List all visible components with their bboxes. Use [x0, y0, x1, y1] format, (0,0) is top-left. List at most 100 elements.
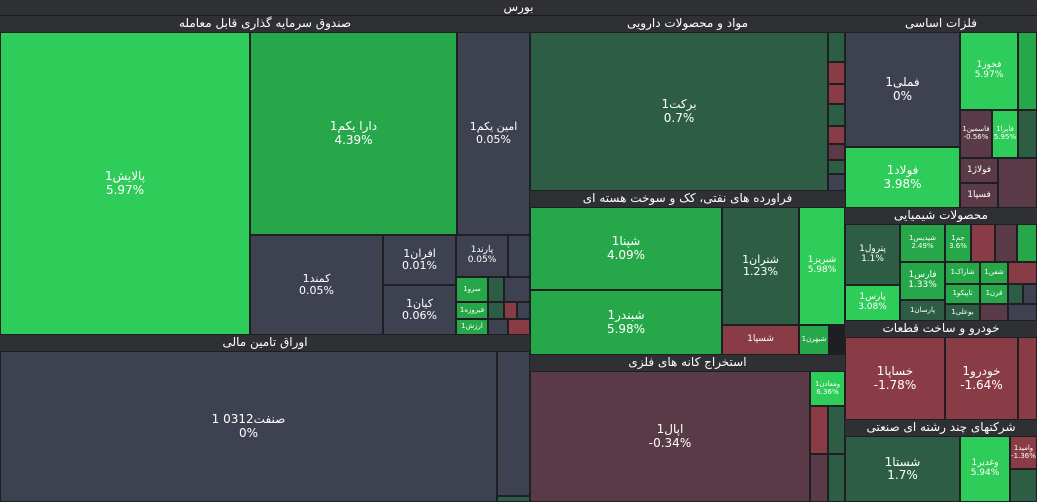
- stock-tile[interactable]: فولاد1 3.98%: [845, 147, 960, 208]
- stock-tile-small[interactable]: [828, 126, 845, 144]
- stock-tile[interactable]: دارا یکم1 4.39%: [250, 32, 457, 235]
- stock-tile[interactable]: شبندر1 5.98%: [530, 290, 722, 355]
- stock-tile[interactable]: سرو1: [456, 277, 488, 302]
- stock-symbol: وامید1: [1013, 443, 1034, 452]
- stock-tile[interactable]: خودرو1 -1.64%: [945, 337, 1018, 420]
- stock-tile-small[interactable]: [971, 224, 995, 262]
- stock-tile-small[interactable]: [828, 454, 845, 502]
- stock-tile[interactable]: پترول1 1.1%: [845, 224, 900, 285]
- stock-tile-small[interactable]: [488, 302, 504, 319]
- stock-tile[interactable]: فاسمین1 -0.56%: [960, 110, 992, 158]
- stock-symbol: پارسان1: [909, 305, 936, 314]
- stock-tile[interactable]: خساپا1 -1.78%: [845, 337, 945, 420]
- stock-tile[interactable]: فایرا1 5.95%: [992, 110, 1018, 158]
- stock-symbol: پارند1: [470, 245, 494, 256]
- stock-tile[interactable]: صنفت0312 1 0%: [0, 351, 497, 502]
- stock-tile-small[interactable]: [998, 158, 1037, 208]
- stock-symbol: وغدیر1: [971, 458, 999, 469]
- stock-tile[interactable]: شاراک1: [945, 262, 980, 284]
- stock-tile[interactable]: تاپیکو1: [945, 284, 980, 304]
- stock-tile[interactable]: وغدیر1 5.94%: [960, 436, 1010, 502]
- stock-tile-small[interactable]: [488, 319, 508, 335]
- stock-tile[interactable]: پارس1 3.08%: [845, 285, 900, 321]
- stock-tile-small[interactable]: [828, 144, 845, 160]
- stock-tile-small[interactable]: [828, 406, 845, 454]
- stock-tile[interactable]: برکت1 0.7%: [530, 32, 828, 191]
- stock-change: 1.7%: [887, 468, 918, 482]
- stock-tile[interactable]: کمند1 0.05%: [250, 235, 383, 335]
- stock-tile-small[interactable]: [828, 32, 845, 62]
- stock-tile[interactable]: فولاژ1: [960, 158, 998, 183]
- stock-tile[interactable]: ارزش1: [456, 319, 488, 335]
- stock-tile-small[interactable]: [517, 302, 530, 319]
- stock-tile[interactable]: بوعلی1: [945, 304, 980, 321]
- stock-tile-small[interactable]: [810, 454, 828, 502]
- stock-symbol: فملی1: [885, 75, 920, 90]
- stock-tile-small[interactable]: [1018, 337, 1037, 420]
- stock-tile[interactable]: پالایش1 5.97%: [0, 32, 250, 335]
- stock-change: -1.78%: [873, 377, 917, 392]
- stock-tile-small[interactable]: [497, 496, 530, 502]
- stock-tile-small[interactable]: [828, 84, 845, 104]
- stock-tile[interactable]: اپال1 -0.34%: [530, 371, 810, 502]
- stock-tile-small[interactable]: [504, 302, 517, 319]
- stock-tile-small[interactable]: [488, 277, 504, 302]
- stock-tile-small[interactable]: [1018, 32, 1037, 110]
- stock-tile[interactable]: شپنا1 4.09%: [530, 207, 722, 290]
- stock-tile-small[interactable]: [1008, 284, 1023, 304]
- stock-tile-small[interactable]: [828, 160, 845, 174]
- stock-tile[interactable]: کیان1 0.06%: [383, 285, 456, 335]
- stock-tile[interactable]: افران1 0.01%: [383, 235, 456, 285]
- stock-change: 5.98%: [606, 321, 646, 336]
- stock-tile-small[interactable]: [508, 235, 530, 277]
- stock-tile[interactable]: شبریز1 5.98%: [799, 207, 845, 325]
- sector-header: مواد و محصولات دارویی: [530, 16, 845, 33]
- stock-tile-small[interactable]: [995, 224, 1017, 262]
- stock-symbol: امین یکم1: [469, 120, 518, 134]
- stock-tile[interactable]: پارسان1: [900, 300, 945, 321]
- stock-symbol: فولاژ1: [966, 164, 992, 175]
- stock-tile[interactable]: فملی1 0%: [845, 32, 960, 147]
- stock-tile[interactable]: شپدیس1 2.49%: [900, 224, 945, 262]
- stock-tile[interactable]: جم1 3.6%: [945, 224, 971, 262]
- stock-tile[interactable]: ومعادن1 6.36%: [810, 371, 845, 406]
- sector-header: فراورده های نفتی، کک و سوخت هسته ای: [530, 191, 845, 208]
- stock-symbol: شتران1: [742, 252, 779, 266]
- sector-header: خودرو و ساخت قطعات: [845, 321, 1037, 338]
- stock-tile[interactable]: قرن1: [980, 284, 1008, 304]
- stock-tile[interactable]: فخوز1 5.97%: [960, 32, 1018, 110]
- stock-tile-small[interactable]: [810, 406, 828, 454]
- stock-change: 5.97%: [974, 70, 1004, 80]
- stock-tile-small[interactable]: [828, 174, 845, 191]
- stock-symbol: شبهرن1: [801, 335, 827, 344]
- stock-tile-small[interactable]: [828, 62, 845, 84]
- stock-symbol: اپال1: [656, 422, 684, 437]
- stock-tile[interactable]: پارند1 0.05%: [456, 235, 508, 277]
- stock-tile[interactable]: شفن1: [980, 262, 1008, 284]
- stock-tile-small[interactable]: [504, 277, 530, 302]
- stock-tile[interactable]: شتران1 1.23%: [722, 207, 799, 325]
- stock-tile[interactable]: شسپا1: [722, 325, 799, 355]
- stock-tile[interactable]: امین یکم1 0.05%: [457, 32, 530, 235]
- stock-tile[interactable]: فسپا1: [960, 183, 998, 208]
- stock-tile[interactable]: شستا1 1.7%: [845, 436, 960, 502]
- stock-symbol: شستا1: [884, 454, 921, 469]
- stock-tile-small[interactable]: [980, 304, 1008, 321]
- stock-tile[interactable]: فارس1 1.33%: [900, 262, 945, 300]
- stock-tile-small[interactable]: [1008, 262, 1037, 284]
- stock-tile-small[interactable]: [1008, 304, 1037, 321]
- stock-tile-small[interactable]: [497, 351, 530, 496]
- stock-tile[interactable]: وامید1 -1.36%: [1010, 436, 1037, 469]
- stock-tile-small[interactable]: [1017, 224, 1037, 262]
- stock-change: 0.05%: [476, 132, 511, 146]
- stock-tile-small[interactable]: [508, 319, 530, 335]
- stock-tile-small[interactable]: [1010, 469, 1037, 502]
- stock-tile[interactable]: شبهرن1: [799, 325, 829, 355]
- stock-tile-small[interactable]: [1023, 284, 1037, 304]
- stock-symbol: فایرا1: [996, 125, 1014, 134]
- sector-header: محصولات شیمیایی: [845, 208, 1037, 225]
- stock-change: 0.01%: [402, 259, 437, 272]
- stock-tile-small[interactable]: [1018, 110, 1037, 158]
- stock-tile-small[interactable]: [828, 104, 845, 126]
- stock-tile[interactable]: فیروزه1: [456, 302, 488, 319]
